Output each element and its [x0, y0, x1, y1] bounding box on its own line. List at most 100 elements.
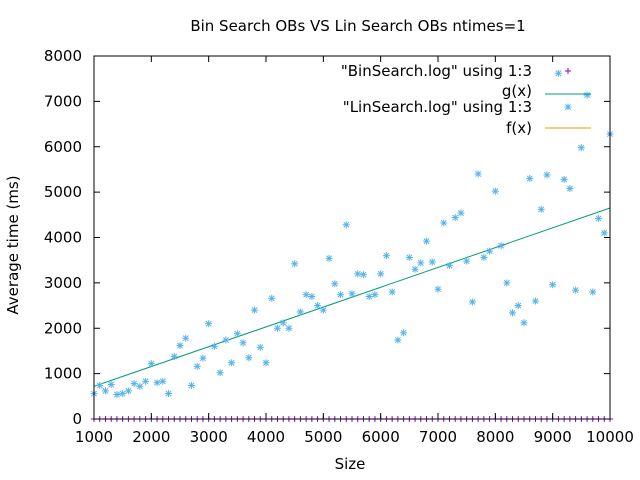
data-point-linsearch [245, 354, 253, 362]
x-tick-label: 8000 [476, 428, 514, 446]
data-point-linsearch [480, 253, 488, 261]
legend: "BinSearch.log" using 1:3 g(x)"LinSearch.… [341, 62, 591, 137]
y-tick-label: 7000 [44, 92, 82, 110]
data-point-linsearch [182, 334, 190, 342]
data-point-linsearch [486, 247, 494, 255]
data-point-linsearch [388, 288, 396, 296]
data-point-linsearch [417, 259, 425, 267]
data-point-linsearch [531, 297, 539, 305]
data-point-linsearch [325, 254, 333, 262]
x-tick-label: 9000 [534, 428, 572, 446]
data-point-linsearch [314, 302, 322, 310]
data-point-linsearch [239, 339, 247, 347]
y-tick-label: 6000 [44, 138, 82, 156]
data-point-linsearch [233, 330, 241, 338]
data-point-linsearch [302, 291, 310, 299]
x-tick-label: 2000 [132, 428, 170, 446]
data-point-linsearch [377, 270, 385, 278]
legend-point-sample [565, 68, 571, 74]
data-point-linsearch [187, 381, 195, 389]
legend-point-sample [564, 103, 572, 111]
data-point-linsearch [560, 175, 568, 183]
data-point-linsearch [337, 291, 345, 299]
data-point-linsearch [434, 285, 442, 293]
data-point-linsearch [577, 144, 585, 152]
x-tick-label: 3000 [190, 428, 228, 446]
data-point-linsearch [514, 302, 522, 310]
x-tick-label: 5000 [304, 428, 342, 446]
data-point-linsearch [228, 359, 236, 367]
data-point-linsearch [268, 294, 276, 302]
data-point-linsearch [595, 214, 603, 222]
data-point-linsearch [537, 205, 545, 213]
data-point-linsearch [371, 291, 379, 299]
data-point-linsearch [423, 237, 431, 245]
data-point-linsearch [354, 270, 362, 278]
data-point-linsearch [147, 360, 155, 368]
data-point-linsearch [285, 324, 293, 332]
legend-label: f(x) [506, 119, 532, 137]
x-tick-label: 10000 [586, 428, 634, 446]
legend-label: g(x) [502, 82, 532, 100]
data-point-linsearch [210, 342, 218, 350]
data-point-linsearch [124, 387, 132, 395]
data-point-linsearch [509, 309, 517, 317]
chart-title: Bin Search OBs VS Lin Search OBs ntimes=… [190, 17, 525, 35]
data-point-linsearch [526, 175, 534, 183]
data-point-linsearch [222, 336, 230, 344]
data-point-linsearch [153, 379, 161, 387]
axis-layer: 1000 2000 3000 4000 5000 6000 7000 8000 9000 1000… [44, 47, 634, 446]
data-point-linsearch [359, 271, 367, 279]
x-tick-label: 6000 [362, 428, 400, 446]
data-point-linsearch [411, 265, 419, 273]
y-tick-label: 0 [72, 410, 82, 428]
data-point-linsearch [96, 381, 104, 389]
data-point-linsearch [342, 221, 350, 229]
data-point-linsearch [159, 377, 167, 385]
data-point-linsearch [589, 288, 597, 296]
data-point-linsearch [549, 281, 557, 289]
legend-label: "LinSearch.log" using 1:3 [343, 98, 532, 116]
data-point-linsearch [497, 242, 505, 250]
x-tick-label: 1000 [75, 428, 113, 446]
data-point-linsearch [205, 320, 213, 328]
x-axis-label: Size [335, 455, 366, 473]
data-point-linsearch [279, 319, 287, 327]
data-point-linsearch [291, 260, 299, 268]
data-point-linsearch [543, 171, 551, 179]
data-point-linsearch [457, 209, 465, 217]
x-tick-label: 4000 [247, 428, 285, 446]
data-point-linsearch [199, 354, 207, 362]
data-point-linsearch [600, 229, 608, 237]
data-point-linsearch [572, 286, 580, 294]
data-point-linsearch [365, 292, 373, 300]
series-layer [90, 69, 614, 422]
data-point-linsearch [400, 329, 408, 337]
data-point-linsearch [193, 362, 201, 370]
data-point-linsearch [405, 253, 413, 261]
data-point-linsearch [445, 262, 453, 270]
data-point-linsearch [308, 292, 316, 300]
data-point-linsearch [463, 257, 471, 265]
data-point-linsearch [468, 298, 476, 306]
data-point-linsearch [136, 382, 144, 390]
data-point-linsearch [251, 306, 259, 314]
data-point-linsearch [273, 324, 281, 332]
y-axis-label: Average time (ms) [4, 175, 22, 314]
y-tick-label: 8000 [44, 47, 82, 65]
data-point-linsearch [176, 341, 184, 349]
data-point-linsearch [319, 306, 327, 314]
y-tick-label: 3000 [44, 274, 82, 292]
y-tick-label: 2000 [44, 319, 82, 337]
data-point-linsearch [583, 91, 591, 99]
data-point-linsearch [451, 214, 459, 222]
data-point-linsearch [142, 377, 150, 385]
data-point-linsearch [566, 184, 574, 192]
data-point-linsearch [170, 352, 178, 360]
data-point-linsearch [520, 319, 528, 327]
data-point-linsearch [491, 187, 499, 195]
data-point-linsearch [113, 390, 121, 398]
data-point-linsearch [296, 308, 304, 316]
data-point-linsearch [262, 359, 270, 367]
